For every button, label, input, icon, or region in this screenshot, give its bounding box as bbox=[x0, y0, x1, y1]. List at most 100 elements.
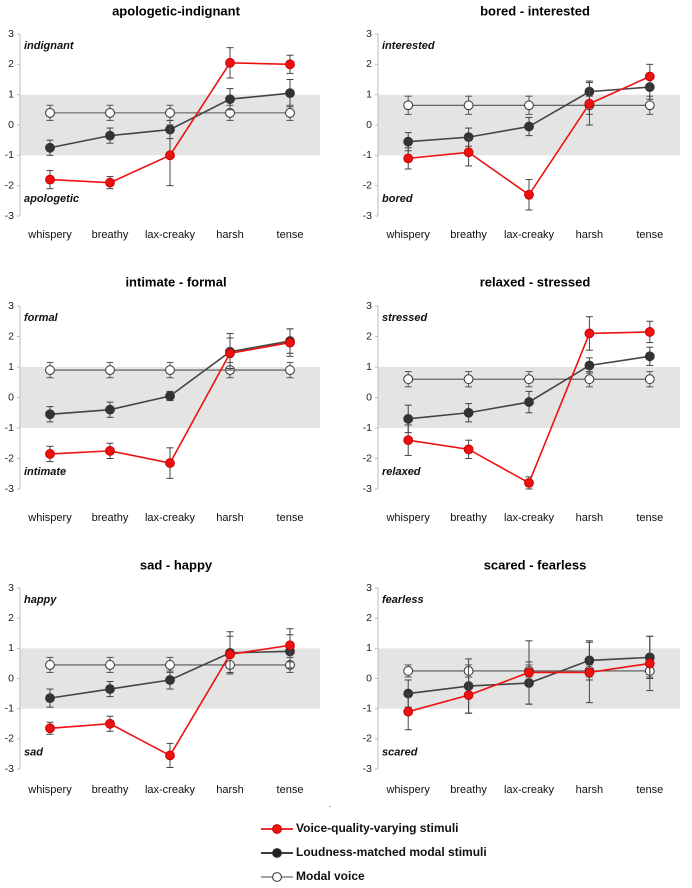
y-tick-label: -2 bbox=[363, 452, 372, 464]
y-tick-label: -1 bbox=[5, 149, 14, 161]
legend-marker bbox=[272, 872, 282, 882]
category-label: harsh bbox=[576, 512, 604, 524]
category-label: tense bbox=[277, 512, 304, 524]
pole-top-label: happy bbox=[24, 594, 57, 606]
data-point bbox=[463, 100, 474, 111]
y-tick-label: -1 bbox=[363, 422, 372, 434]
panel-title: relaxed - stressed bbox=[480, 274, 591, 289]
y-tick-label: -3 bbox=[363, 763, 372, 775]
pole-top-label: indignant bbox=[24, 40, 75, 52]
series-1 bbox=[403, 63, 655, 211]
data-point bbox=[584, 374, 595, 385]
y-tick-label: 0 bbox=[8, 119, 14, 131]
y-tick-label: -2 bbox=[5, 179, 14, 191]
data-point bbox=[45, 174, 55, 185]
data-point bbox=[524, 374, 534, 385]
panel-1: apologetic-indignant -3 -2 -1 0 1 2 3 indignant a… bbox=[5, 3, 320, 241]
y-tick-label: -3 bbox=[363, 483, 372, 495]
category-label: whispery bbox=[385, 229, 430, 241]
pole-top-label: interested bbox=[382, 40, 435, 52]
data-point bbox=[285, 640, 295, 651]
series-1 bbox=[45, 328, 295, 479]
y-tick-label: 2 bbox=[366, 58, 372, 70]
y-tick-label: 1 bbox=[8, 642, 14, 654]
category-label: harsh bbox=[216, 512, 244, 524]
legend-item: Loudness-matched modal stimuli bbox=[261, 845, 487, 859]
pole-bottom-label: apologetic bbox=[24, 193, 79, 205]
category-label: breathy bbox=[450, 512, 487, 524]
legend-marker bbox=[272, 848, 282, 858]
data-point bbox=[463, 444, 474, 455]
data-point bbox=[644, 71, 655, 82]
data-point bbox=[463, 374, 474, 385]
data-point bbox=[105, 130, 115, 141]
y-tick-label: 2 bbox=[8, 612, 14, 624]
data-point bbox=[165, 675, 175, 685]
y-tick-label: 3 bbox=[8, 300, 14, 312]
legend-marker bbox=[272, 824, 282, 834]
data-point bbox=[463, 690, 474, 700]
data-point bbox=[403, 706, 414, 717]
category-label: lax-creaky bbox=[145, 512, 196, 524]
y-tick-label: 3 bbox=[8, 28, 14, 40]
category-label: tense bbox=[277, 229, 304, 241]
data-point bbox=[644, 100, 655, 111]
data-point bbox=[165, 150, 175, 161]
y-tick-label: -1 bbox=[363, 149, 372, 161]
data-point bbox=[403, 666, 414, 676]
series-1 bbox=[45, 628, 295, 768]
series-3 bbox=[45, 361, 295, 379]
data-point bbox=[403, 374, 414, 385]
data-point bbox=[463, 147, 474, 158]
y-tick-label: 1 bbox=[366, 88, 372, 100]
panel-title: apologetic-indignant bbox=[112, 3, 240, 18]
data-point bbox=[165, 107, 175, 118]
figure-note: . bbox=[329, 799, 332, 809]
category-label: breathy bbox=[92, 784, 129, 796]
data-point bbox=[403, 435, 414, 446]
data-point bbox=[45, 723, 55, 734]
y-tick-label: 0 bbox=[8, 672, 14, 684]
data-point bbox=[644, 351, 655, 362]
data-point bbox=[524, 100, 534, 111]
series-3 bbox=[45, 104, 295, 121]
y-tick-label: 3 bbox=[8, 582, 14, 594]
legend: Voice-quality-varying stimuli Loudness-ma… bbox=[261, 821, 487, 883]
category-label: lax-creaky bbox=[504, 229, 555, 241]
data-point bbox=[403, 153, 414, 164]
data-point bbox=[105, 177, 115, 188]
data-point bbox=[165, 365, 175, 375]
data-point bbox=[524, 189, 534, 200]
series-1 bbox=[403, 316, 655, 490]
data-point bbox=[165, 750, 175, 761]
category-label: harsh bbox=[216, 229, 244, 241]
y-tick-label: 2 bbox=[366, 612, 372, 624]
data-point bbox=[105, 660, 115, 670]
data-point bbox=[524, 667, 534, 678]
panel-2: bored - interested -3 -2 -1 0 1 2 3 interested bo… bbox=[363, 3, 680, 241]
y-tick-label: 2 bbox=[8, 58, 14, 70]
data-point bbox=[584, 98, 595, 109]
data-point bbox=[45, 107, 55, 118]
category-label: harsh bbox=[576, 784, 604, 796]
legend-label: Modal voice bbox=[296, 869, 365, 883]
y-tick-label: 1 bbox=[366, 361, 372, 373]
panel-5: sad - happy -3 -2 -1 0 1 2 3 happy sad whispery bre… bbox=[5, 557, 320, 796]
data-point bbox=[463, 407, 474, 418]
pole-top-label: fearless bbox=[382, 594, 424, 606]
y-tick-label: -2 bbox=[5, 733, 14, 745]
category-label: harsh bbox=[216, 784, 244, 796]
data-point bbox=[105, 684, 115, 694]
category-label: lax-creaky bbox=[145, 784, 196, 796]
data-point bbox=[584, 328, 595, 339]
pole-bottom-label: sad bbox=[24, 746, 43, 758]
panel-title: intimate - formal bbox=[125, 274, 226, 289]
category-label: tense bbox=[636, 512, 663, 524]
pole-bottom-label: relaxed bbox=[382, 466, 421, 478]
category-label: tense bbox=[636, 784, 663, 796]
data-point bbox=[225, 94, 235, 105]
y-tick-label: 0 bbox=[366, 391, 372, 403]
y-tick-label: 3 bbox=[366, 28, 372, 40]
